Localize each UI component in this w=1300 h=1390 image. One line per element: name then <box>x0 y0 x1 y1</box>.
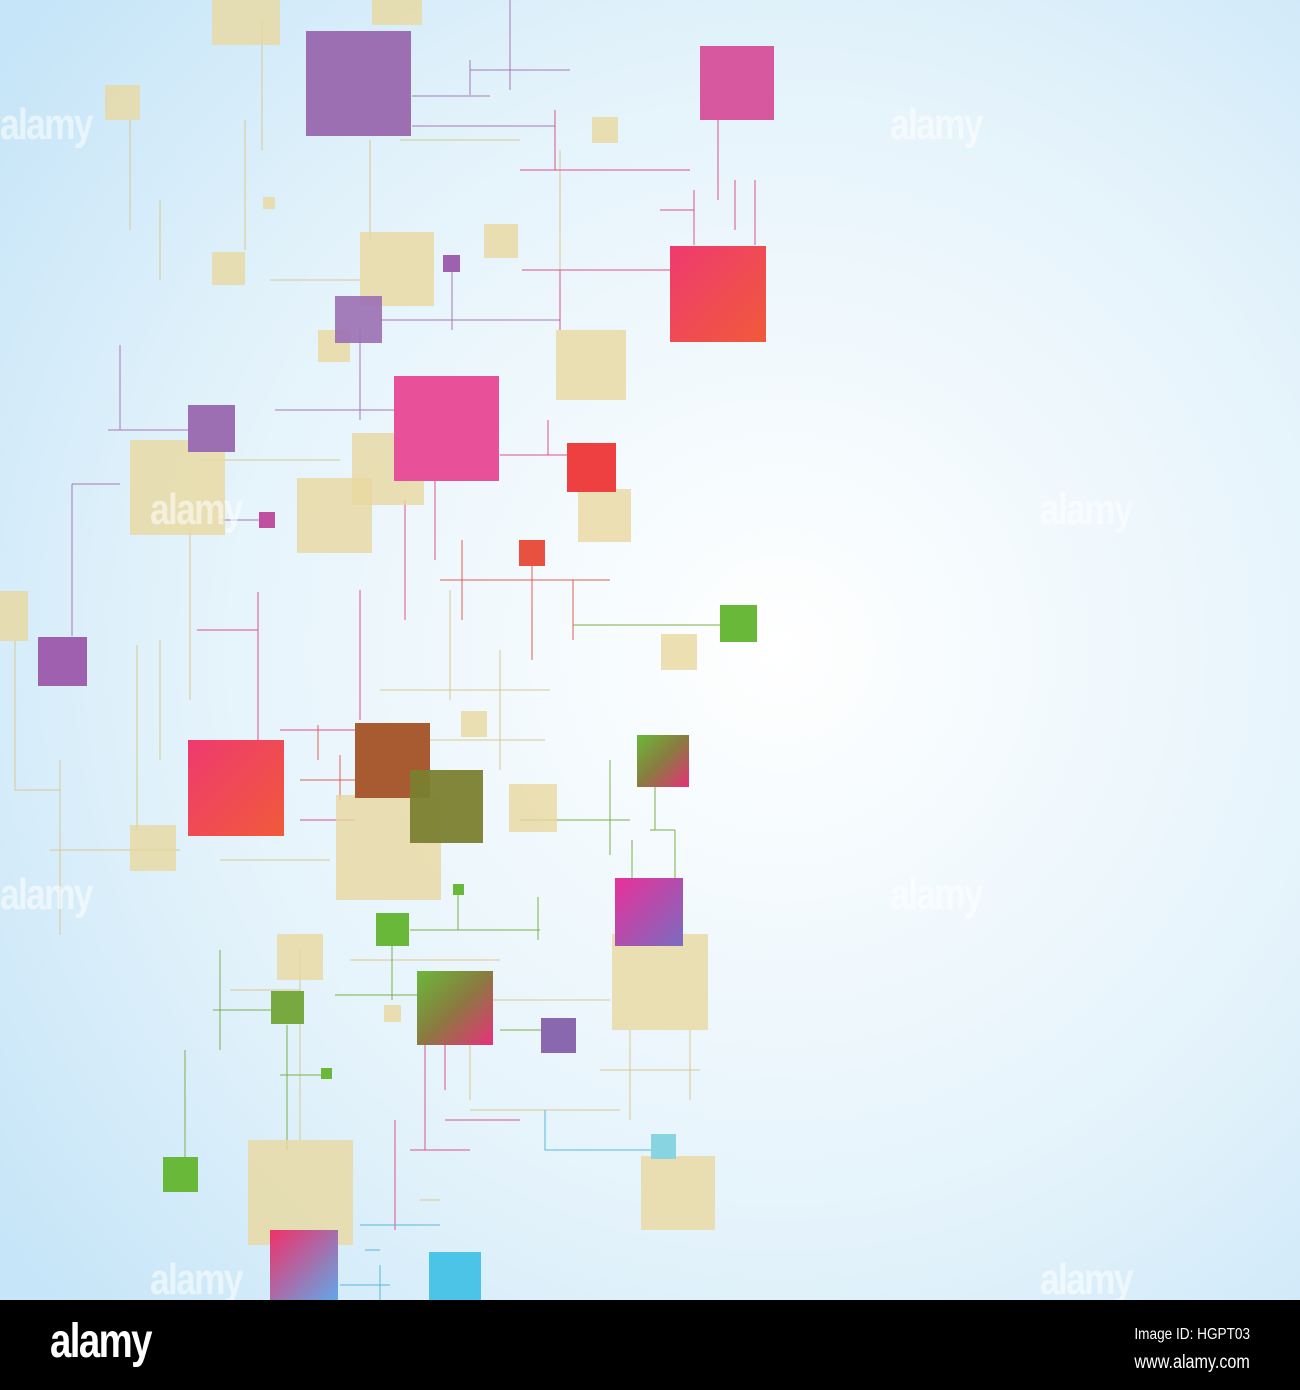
watermark-logo: alamy <box>1040 485 1133 534</box>
watermark-logo: alamy <box>150 485 243 534</box>
watermark-logo: alamy <box>890 100 983 149</box>
watermark-logo: alamy <box>0 870 93 919</box>
tan-squares <box>0 0 715 1245</box>
watermark-logo: alamy <box>150 1255 243 1304</box>
watermark-logo: alamy <box>890 870 983 919</box>
watermark-logo: alamy <box>0 100 93 149</box>
connector-lines <box>14 0 756 1300</box>
background <box>0 0 1300 1300</box>
site-url: www.alamy.com <box>1134 1352 1250 1373</box>
alamy-logo: alamy <box>50 1315 152 1368</box>
footer-bar: alamy Image ID: HGPT03 www.alamy.com <box>0 1300 1300 1390</box>
abstract-squares-artwork <box>0 0 1300 1300</box>
colored-squares <box>38 31 774 1300</box>
image-id: Image ID: HGPT03 <box>1134 1326 1250 1343</box>
watermark-logo: alamy <box>1040 1255 1133 1304</box>
